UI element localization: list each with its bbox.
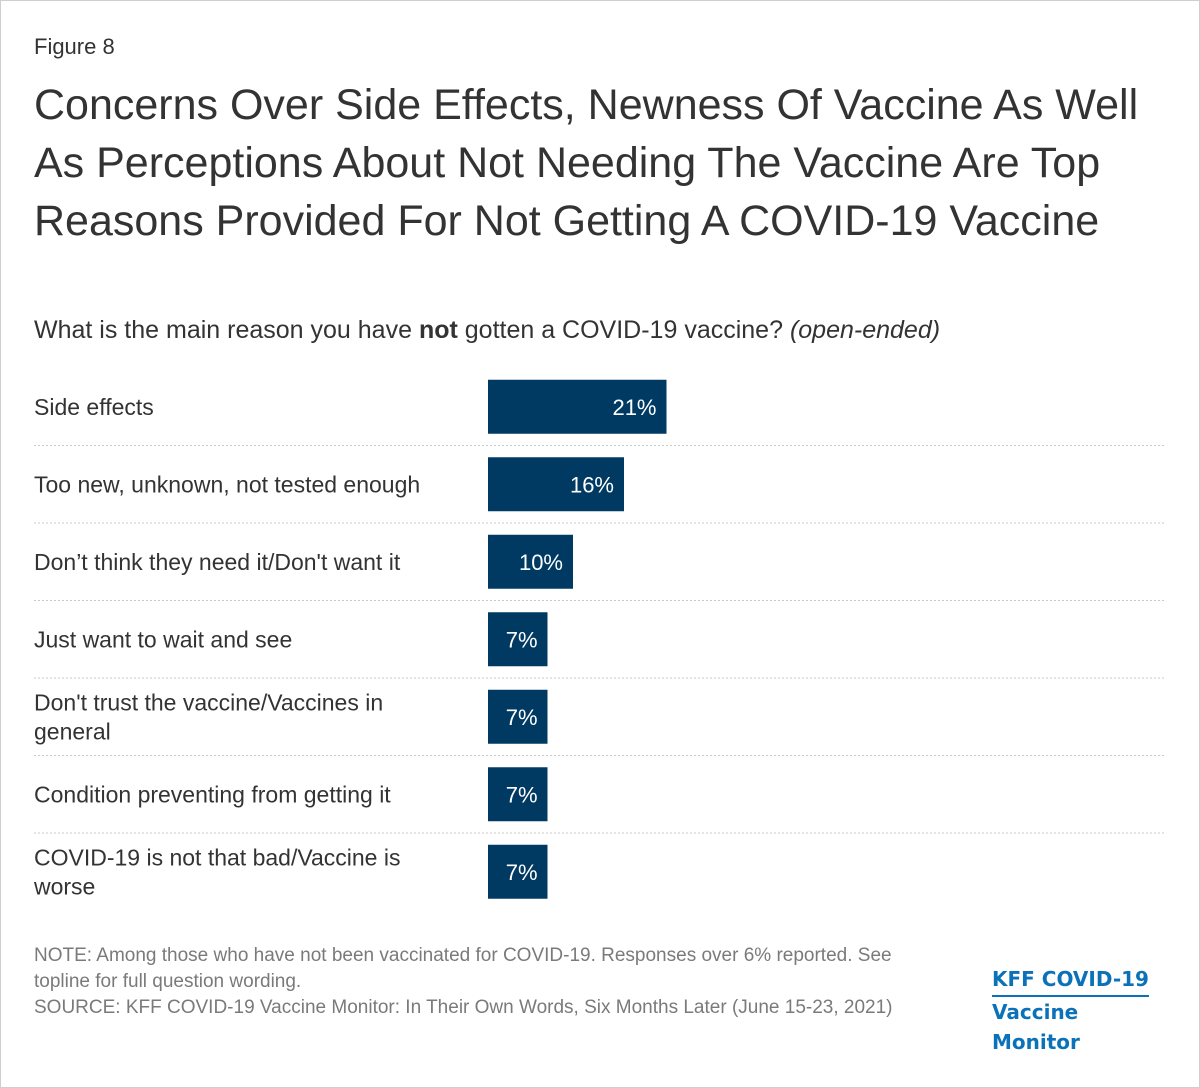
category-label: COVID-19 is not that bad/Vaccine is worse [33, 844, 400, 899]
bar [488, 612, 548, 667]
bar [488, 457, 624, 512]
chart-subtitle: What is the main reason you have not got… [34, 316, 1174, 345]
bar [488, 844, 548, 899]
bar-value-label: 21% [612, 395, 656, 420]
bar [488, 379, 667, 434]
bar-value-label: 16% [570, 472, 614, 497]
category-label-line: COVID-19 is not that bad/Vaccine is [34, 844, 400, 870]
bar-value-label: 7% [506, 705, 538, 730]
category-label-line: Side effects [34, 394, 154, 420]
note-text: NOTE: Among those who have not been vacc… [34, 945, 892, 992]
category-label-line: worse [33, 873, 95, 899]
category-label: Too new, unknown, not tested enough [34, 471, 420, 497]
category-label-line: Condition preventing from getting it [34, 781, 391, 807]
category-label-line: Don’t think they need it/Don't want it [34, 549, 401, 575]
category-label: Don't trust the vaccine/Vaccines in gener… [34, 689, 383, 744]
logo-line-2: Vaccine Monitor [992, 1000, 1080, 1054]
category-label-line: general [34, 718, 111, 744]
category-label-line: Too new, unknown, not tested enough [34, 471, 420, 497]
bar-value-label: 7% [506, 627, 538, 652]
bar [488, 689, 548, 744]
category-label: Condition preventing from getting it [34, 781, 391, 807]
category-label-line: Don't trust the vaccine/Vaccines in [34, 689, 383, 715]
category-label: Side effects [34, 394, 154, 420]
source-text: SOURCE: KFF COVID-19 Vaccine Monitor: In… [34, 997, 893, 1018]
logo-line-1: KFF COVID-19 [992, 964, 1149, 997]
figure-label: Figure 8 [34, 34, 115, 59]
bar [488, 767, 548, 822]
subtitle-italic: (open-ended) [789, 316, 941, 344]
category-label: Don’t think they need it/Don't want it [34, 549, 401, 575]
bar [488, 534, 573, 589]
subtitle-bold: not [418, 316, 458, 344]
bar-value-label: 10% [519, 550, 563, 575]
kff-logo: KFF COVID-19 Vaccine Monitor [992, 964, 1172, 1057]
bar-value-label: 7% [506, 860, 538, 885]
subtitle-text-1: What is the main reason you have [34, 316, 419, 344]
chart-title: Concerns Over Side Effects, Newness Of V… [34, 81, 1139, 245]
bar-value-label: 7% [506, 782, 538, 807]
subtitle-text-2: gotten a COVID-19 vaccine? [457, 316, 790, 344]
category-label-line: Just want to wait and see [34, 626, 292, 652]
footnotes: NOTE: Among those who have not been vacc… [34, 943, 934, 1021]
category-label: Just want to wait and see [34, 626, 292, 652]
